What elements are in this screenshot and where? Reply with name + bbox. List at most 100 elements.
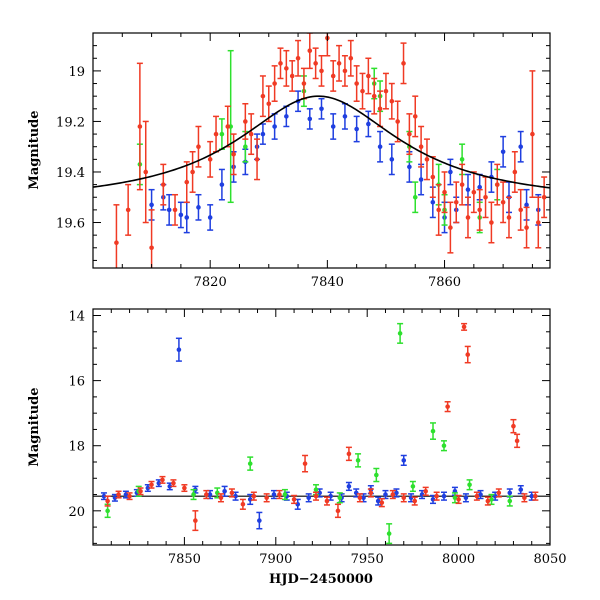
red-data-point — [366, 73, 371, 79]
red-data-point — [530, 131, 535, 137]
blue-data-point — [166, 207, 172, 213]
red-data-point — [289, 73, 295, 79]
blue-data-point — [441, 493, 447, 499]
blue-data-point — [219, 182, 225, 187]
red-data-point — [407, 131, 412, 137]
blue-data-point — [272, 124, 277, 129]
green-data-point — [452, 495, 458, 501]
red-data-point — [240, 502, 246, 507]
blue-data-point — [156, 480, 162, 486]
blue-data-point — [101, 493, 107, 499]
plot-frame — [92, 32, 551, 269]
blue-data-point — [207, 215, 213, 220]
blue-data-point — [518, 487, 524, 492]
green-data-point — [489, 497, 494, 502]
red-data-point — [251, 493, 257, 499]
red-data-point — [412, 114, 418, 119]
blue-data-point — [271, 492, 277, 497]
plot-area — [93, 322, 550, 545]
red-data-point — [207, 157, 213, 162]
red-data-point — [149, 245, 154, 251]
red-data-point — [489, 220, 494, 225]
red-data-point — [412, 498, 418, 504]
red-data-point — [535, 220, 541, 225]
blue-data-point — [354, 126, 359, 132]
red-data-point — [371, 93, 377, 99]
red-data-point — [424, 157, 430, 162]
red-data-point — [301, 81, 307, 86]
red-data-point — [389, 98, 395, 104]
red-data-point — [127, 493, 132, 499]
red-data-point — [193, 518, 198, 523]
red-data-point — [448, 225, 453, 230]
red-data-point — [336, 61, 342, 66]
bottom-panel-light-curve: 7850 7900 7950 8000 8050 14 16 18 20 — [68, 308, 567, 567]
blue-data-point — [207, 492, 213, 497]
blue-data-point — [448, 169, 453, 175]
green-data-point — [430, 428, 436, 434]
red-data-point — [313, 493, 319, 499]
top-panel-ylabel: Magnitude — [27, 110, 42, 189]
plot-frame — [92, 308, 551, 546]
green-data-point — [412, 194, 418, 200]
blue-data-point — [478, 492, 483, 497]
red-data-point — [485, 498, 491, 504]
red-data-point — [161, 182, 166, 187]
red-data-point — [213, 131, 219, 137]
blue-data-point — [465, 187, 471, 192]
red-data-point — [514, 438, 520, 444]
blue-data-point — [184, 215, 190, 220]
red-data-point — [346, 451, 352, 457]
blue-data-point — [112, 495, 118, 501]
red-data-point — [465, 352, 471, 357]
blue-data-point — [222, 488, 227, 494]
blue-data-point — [418, 177, 424, 182]
y-tick-label: 19.2 — [56, 115, 85, 130]
bottom-panel-ylabel: Magnitude — [27, 387, 42, 466]
red-data-point — [459, 182, 465, 187]
red-data-point — [456, 497, 461, 502]
bottom-panel-xlabel: HJD−2450000 — [269, 572, 373, 587]
y-tick-label: 19 — [68, 65, 85, 80]
blue-data-point — [389, 157, 395, 162]
blue-data-point — [463, 495, 469, 501]
red-data-point — [138, 488, 143, 494]
red-data-point — [471, 189, 477, 195]
green-data-point — [386, 531, 392, 536]
red-data-point — [330, 73, 336, 79]
red-data-point — [182, 485, 187, 491]
blue-data-point — [518, 144, 524, 150]
red-data-point — [114, 240, 119, 246]
green-data-point — [282, 492, 288, 497]
x-tick-label: 8000 — [442, 552, 475, 567]
red-data-point — [149, 482, 154, 488]
red-data-point — [171, 480, 176, 486]
y-tick-label: 14 — [68, 310, 85, 325]
red-data-point — [395, 119, 400, 124]
red-data-point — [453, 200, 459, 205]
green-data-point — [191, 492, 196, 497]
blue-data-point — [361, 495, 366, 501]
red-data-point — [218, 495, 224, 501]
red-data-point — [512, 169, 518, 175]
x-tick-label: 7900 — [259, 552, 292, 567]
plot-area — [93, 33, 550, 268]
red-data-point — [423, 488, 428, 494]
x-tick-label: 7840 — [311, 275, 344, 290]
green-data-point — [507, 498, 513, 504]
green-data-point — [410, 484, 416, 489]
red-data-point — [319, 68, 324, 74]
red-data-point — [342, 68, 348, 74]
red-data-point — [506, 215, 512, 220]
green-data-point — [105, 508, 110, 514]
x-tick-label: 7850 — [168, 552, 201, 567]
green-data-point — [355, 458, 361, 463]
red-data-point — [105, 498, 110, 504]
red-data-point — [360, 88, 365, 94]
red-data-point — [196, 144, 201, 150]
red-data-point — [116, 492, 121, 497]
x-tick-label: 8050 — [533, 552, 566, 567]
blue-data-point — [500, 149, 506, 155]
red-data-point — [277, 492, 282, 497]
x-tick-label: 7820 — [194, 275, 227, 290]
